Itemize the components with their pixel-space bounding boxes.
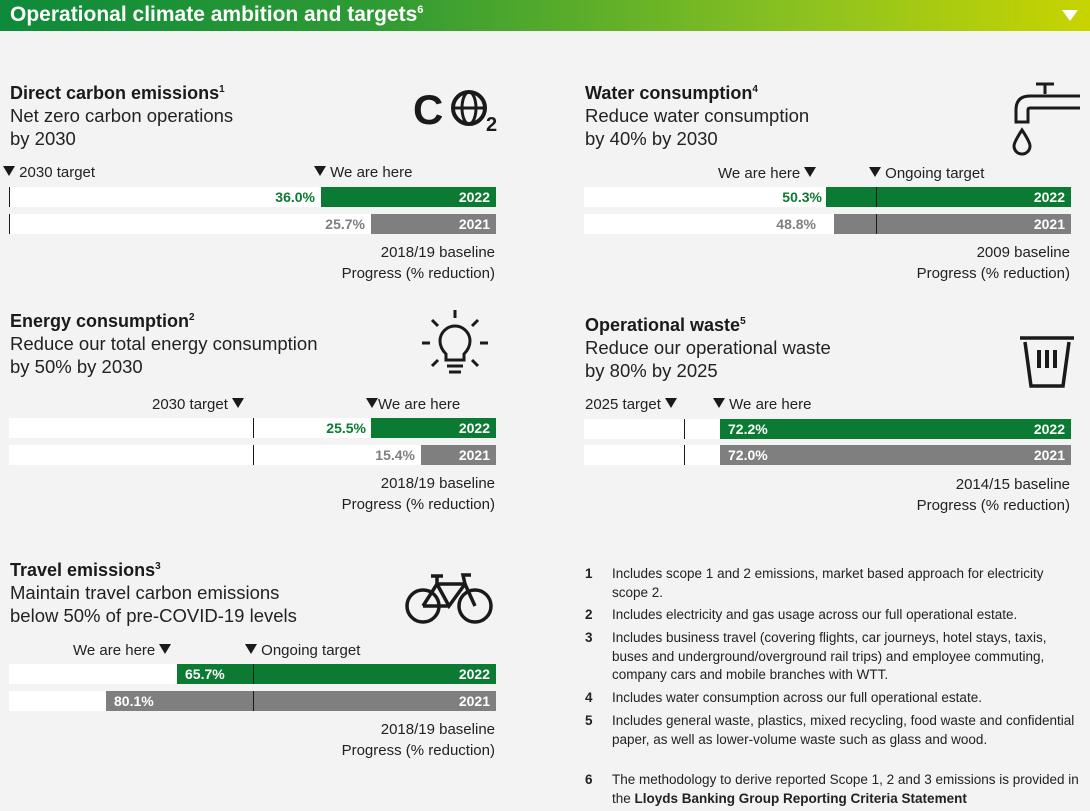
target-line [253,445,254,465]
carbon-value-2021: 25.7% [325,216,365,232]
target-line [253,418,254,438]
footnote-4: 4 Includes water consumption across our f… [585,690,982,705]
footnote-1: 1 Includes scope 1 and 2 emissions, marke… [585,566,1044,600]
triangle-marker-icon [869,167,881,177]
travel-target-label: Ongoing target [245,642,360,659]
target-line [253,664,254,684]
lightbulb-icon [420,308,490,378]
carbon-bar-2021: 2021 [371,214,496,234]
waste-target-label: 2025 target [585,396,678,413]
waste-value-2021: 72.0% [728,447,768,463]
target-line [876,214,877,234]
travel-title: Travel emissions3 [10,560,161,580]
footnote-6: 6 The methodology to derive reported Scop… [585,772,1079,806]
travel-value-2022: 65.7% [185,666,225,682]
triangle-marker-icon [366,398,378,408]
energy-title: Energy consumption2 [10,311,195,331]
footnote-2: 2 Includes electricity and gas usage acro… [585,607,1018,622]
carbon-bar-2022: 2022 [321,187,496,207]
water-bar-track-2021: 48.8% 2021 [584,214,1071,234]
triangle-marker-icon [713,398,725,408]
water-target-label: Ongoing target [869,165,984,182]
carbon-subtitle: Net zero carbon operations by 2030 [10,105,234,149]
travel-here-label: We are here [73,642,172,659]
energy-bar-track-2021: 15.4% 2021 [9,445,496,465]
travel-bar-track-2022: 65.7% 2022 [9,664,496,684]
travel-bar-track-2021: 80.1% 2021 [9,691,496,711]
triangle-marker-icon [245,644,257,654]
target-line [9,214,10,234]
target-line [9,187,10,207]
waste-bar-track-2022: 72.2% 2022 [584,419,1071,439]
section-title: Operational climate ambition and targets… [10,3,424,26]
water-bar-2021: 2021 [834,214,1071,234]
bicycle-icon [405,572,495,626]
carbon-bar-track-2021: 25.7% 2021 [9,214,496,234]
waste-bar-track-2021: 72.0% 2021 [584,445,1071,465]
water-subtitle: Reduce water consumption by 40% by 2030 [585,105,810,149]
carbon-bar-track-2022: 36.0% 2022 [9,187,496,207]
triangle-marker-icon [159,644,172,654]
target-line [253,691,254,711]
reporting-criteria-link[interactable]: Lloyds Banking Group Reporting Criteria … [634,790,967,806]
triangle-marker-icon [665,398,678,408]
energy-subtitle: Reduce our total energy consumption by 50… [10,333,318,377]
bin-icon [1017,328,1077,390]
target-line [684,445,685,465]
triangle-marker-icon [314,166,326,176]
energy-value-2022: 25.5% [326,420,366,436]
travel-bar-2022: 65.7% 2022 [177,664,496,684]
travel-subtitle: Maintain travel carbon emissions below 50… [10,582,297,626]
section-header[interactable] [0,0,1090,31]
energy-here-label: We are here [366,396,460,413]
energy-value-2021: 15.4% [375,447,415,463]
co2-icon: C 2 [413,86,508,136]
waste-value-2022: 72.2% [728,421,768,437]
carbon-footer: 2018/19 baseline Progress (% reduction) [341,244,495,282]
waste-bar-2022: 72.2% 2022 [720,419,1071,439]
water-bar-2022: 2022 [826,187,1071,207]
chevron-down-icon[interactable] [1062,10,1078,21]
water-value-2022: 50.3% [782,189,822,205]
carbon-title: Direct carbon emissions1 [10,83,225,103]
water-here-label: We are here [718,165,817,182]
travel-value-2021: 80.1% [114,693,154,709]
water-value-2021: 48.8% [776,216,816,232]
svg-text:C: C [413,88,443,133]
target-line [684,419,685,439]
energy-bar-2021: 2021 [421,445,496,465]
footnote-5: 5 Includes general waste, plastics, mixed… [585,713,1075,747]
carbon-here-label: We are here [314,164,412,181]
triangle-marker-icon [3,166,15,176]
footnote-3: 3 Includes business travel (covering flig… [585,630,1047,682]
energy-footer: 2018/19 baseline Progress (% reduction) [341,475,495,513]
triangle-marker-icon [232,398,245,408]
water-bar-track-2022: 50.3% 2022 [584,187,1071,207]
target-line [876,187,877,207]
waste-title: Operational waste5 [585,315,746,335]
tap-icon [1008,80,1083,158]
water-footer: 2009 baseline Progress (% reduction) [916,244,1070,282]
travel-footer: 2018/19 baseline Progress (% reduction) [341,721,495,759]
carbon-value-2022: 36.0% [275,189,315,205]
waste-bar-2021: 72.0% 2021 [720,445,1071,465]
waste-footer: 2014/15 baseline Progress (% reduction) [916,476,1070,514]
waste-here-label: We are here [713,396,811,413]
triangle-marker-icon [804,167,817,177]
energy-target-label: 2030 target [152,396,245,413]
energy-bar-2022: 2022 [371,418,496,438]
energy-bar-track-2022: 25.5% 2022 [9,418,496,438]
waste-subtitle: Reduce our operational waste by 80% by 20… [585,337,831,381]
svg-text:2: 2 [486,114,497,133]
carbon-target-label: 2030 target [3,164,95,181]
water-title: Water consumption4 [585,83,758,103]
travel-bar-2021: 80.1% 2021 [106,691,496,711]
